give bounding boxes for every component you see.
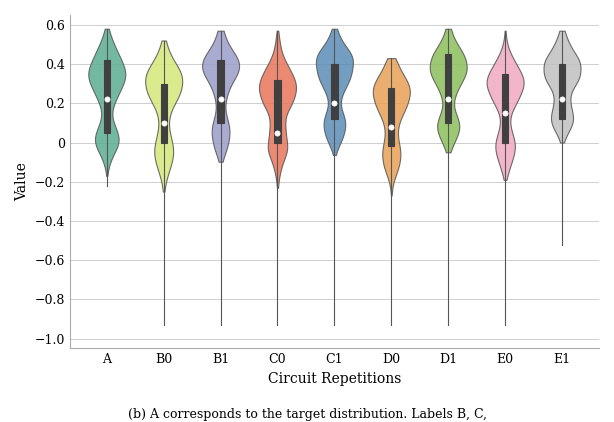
- Y-axis label: Value: Value: [15, 162, 29, 201]
- FancyBboxPatch shape: [217, 60, 223, 123]
- FancyBboxPatch shape: [502, 74, 508, 143]
- Text: (b) A corresponds to the target distribution. Labels B, C,: (b) A corresponds to the target distribu…: [128, 408, 486, 421]
- Point: [557, 96, 567, 103]
- X-axis label: Circuit Repetitions: Circuit Repetitions: [268, 372, 401, 386]
- FancyBboxPatch shape: [274, 80, 281, 143]
- Point: [330, 100, 340, 107]
- Point: [273, 129, 282, 136]
- FancyBboxPatch shape: [445, 54, 451, 123]
- Point: [443, 96, 453, 103]
- FancyBboxPatch shape: [104, 60, 110, 133]
- Point: [216, 96, 225, 103]
- FancyBboxPatch shape: [332, 64, 338, 119]
- FancyBboxPatch shape: [559, 64, 565, 119]
- FancyBboxPatch shape: [160, 84, 167, 143]
- Point: [102, 96, 112, 103]
- Point: [386, 124, 396, 130]
- Point: [500, 110, 510, 116]
- FancyBboxPatch shape: [388, 88, 394, 146]
- Point: [159, 119, 169, 126]
